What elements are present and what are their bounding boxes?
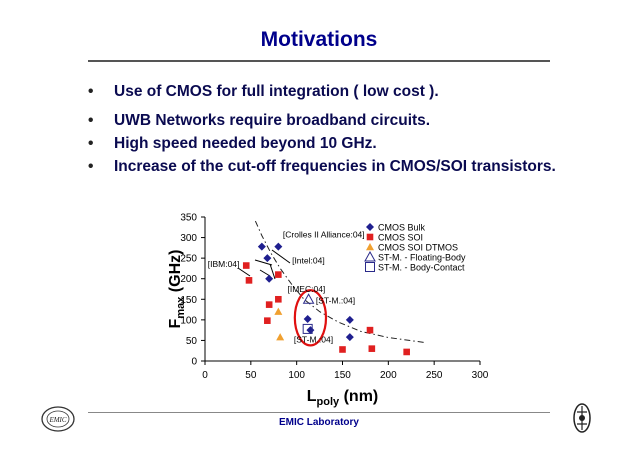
data-point <box>245 277 253 284</box>
data-point <box>275 295 282 303</box>
data-point <box>264 317 271 324</box>
x-tick-label: 300 <box>472 370 489 381</box>
data-point <box>345 333 354 342</box>
y-tick-label: 100 <box>180 315 197 326</box>
x-tick-label: 50 <box>245 370 257 381</box>
data-point <box>303 315 312 324</box>
data-point <box>265 274 274 283</box>
university-crest-icon <box>573 403 591 433</box>
annotation-label: [Crolles II Alliance:04] <box>283 230 365 240</box>
annotation-label: [IMEC:04] <box>288 284 326 294</box>
annotation-leader-line <box>271 249 291 264</box>
data-point <box>242 262 250 269</box>
highlight-circle <box>293 289 328 347</box>
data-point <box>265 301 273 308</box>
y-tick-label: 0 <box>191 357 197 368</box>
footer-label: EMIC Laboratory <box>278 417 359 428</box>
data-point <box>302 293 315 304</box>
data-point <box>263 254 272 263</box>
slide-title: Motivations <box>260 28 378 51</box>
annotation-label: [Intel:04] <box>292 255 325 265</box>
legend-label: ST-M. - Body-Contact <box>378 263 465 273</box>
legend-marker <box>366 223 374 231</box>
logo-text: EMIC <box>48 416 66 424</box>
y-tick-label: 300 <box>180 233 197 244</box>
x-axis-title: Lpoly (nm) <box>307 388 379 408</box>
data-point <box>274 307 283 315</box>
annotation-leader-line <box>254 259 273 266</box>
legend-marker <box>366 243 374 251</box>
y-tick-label: 150 <box>180 295 197 306</box>
annotation-label: [IBM:04] <box>208 259 240 269</box>
annotation-label: [ST-M.:04] <box>316 295 355 305</box>
data-point <box>368 345 376 352</box>
bullet-list: Use of CMOS for full integration ( low c… <box>88 83 556 176</box>
legend-label: ST-M. - Floating-Body <box>378 253 466 263</box>
trend-line <box>254 220 426 343</box>
data-point <box>345 315 354 324</box>
emic-logo-icon: EMIC <box>41 406 75 432</box>
legend-marker <box>365 262 375 272</box>
data-point <box>339 346 346 353</box>
x-tick-label: 100 <box>288 370 305 381</box>
legend-label: CMOS SOI <box>378 233 423 243</box>
annotation-label: [ST-M.:04] <box>294 334 333 344</box>
footer-divider <box>88 412 550 413</box>
y-axis-title: Fmax (GHz) <box>167 250 187 329</box>
data-point <box>275 271 282 278</box>
series-cmos-soi-dtmos <box>274 307 285 341</box>
bullet-item: High speed needed beyond 10 GHz. <box>88 135 556 153</box>
x-tick-label: 150 <box>334 370 351 381</box>
data-point <box>274 242 283 251</box>
annotation-leader-line <box>237 267 251 277</box>
bullet-item: Increase of the cut-off frequencies in C… <box>88 158 556 176</box>
legend-label: CMOS SOI DTMOS <box>378 243 458 253</box>
y-tick-label: 200 <box>180 274 197 285</box>
y-tick-label: 50 <box>186 336 198 347</box>
x-tick-label: 250 <box>426 370 443 381</box>
x-tick-label: 0 <box>202 370 208 381</box>
annotation-leader-line <box>269 263 276 280</box>
data-point <box>302 323 313 334</box>
data-point <box>403 348 410 356</box>
legend-marker <box>364 250 376 262</box>
legend-label: CMOS Bulk <box>378 223 426 233</box>
data-point <box>366 326 374 334</box>
series-st-m-body-contact <box>302 323 313 334</box>
annotation-leader-line <box>259 269 271 277</box>
bullet-item: Use of CMOS for full integration ( low c… <box>88 83 556 101</box>
series-cmos-soi <box>242 262 410 356</box>
title-divider <box>88 60 550 62</box>
bullet-item: UWB Networks require broadband circuits. <box>88 112 556 130</box>
series-st-m-floating-body <box>302 293 315 304</box>
data-point <box>276 333 285 341</box>
y-tick-label: 350 <box>180 213 197 224</box>
x-tick-label: 200 <box>380 370 397 381</box>
data-point <box>257 242 266 251</box>
legend-marker <box>366 233 374 241</box>
y-tick-label: 250 <box>180 254 197 265</box>
